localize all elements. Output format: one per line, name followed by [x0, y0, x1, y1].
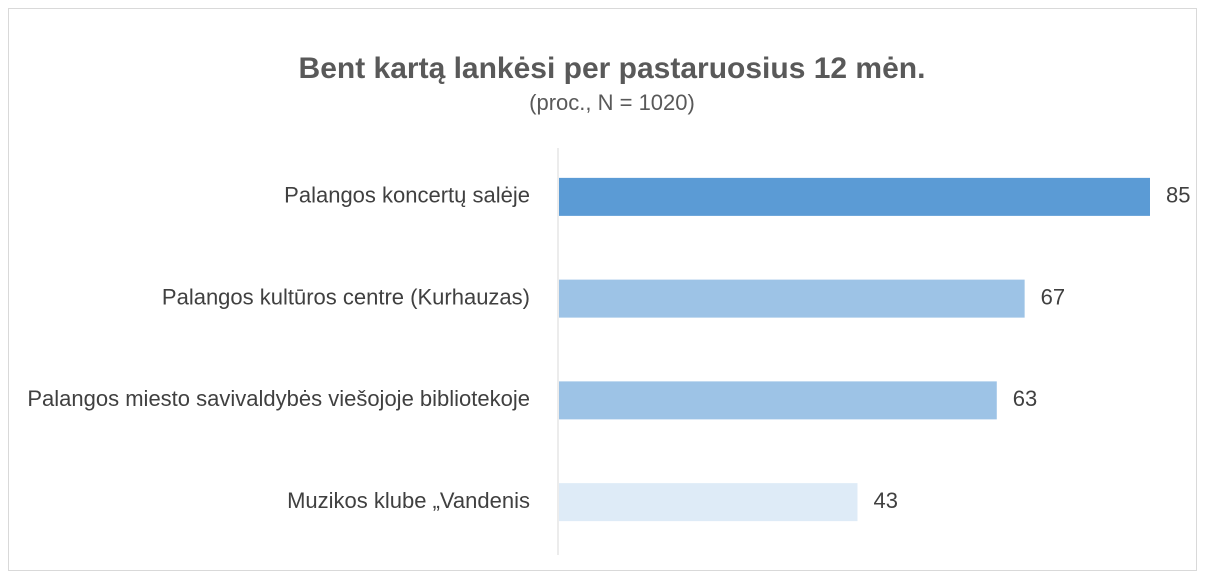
bar: [559, 483, 858, 522]
data-label: 67: [1041, 284, 1065, 309]
bar: [559, 381, 997, 420]
data-label: 63: [1013, 386, 1037, 411]
data-label: 43: [873, 488, 897, 513]
y-tick-label: Muzikos klube „Vandenis: [287, 488, 530, 513]
chart-subtitle: (proc., N = 1020): [529, 90, 695, 115]
data-label: 85: [1166, 183, 1190, 208]
chart-title: Bent kartą lankėsi per pastaruosius 12 m…: [299, 52, 926, 85]
y-tick-label: Palangos koncertų salėje: [284, 183, 530, 208]
y-tick-label: Palangos miesto savivaldybės viešojoje b…: [27, 386, 530, 411]
bar: [559, 279, 1025, 318]
bar: [559, 177, 1150, 216]
y-tick-label: Palangos kultūros centre (Kurhauzas): [162, 284, 530, 309]
